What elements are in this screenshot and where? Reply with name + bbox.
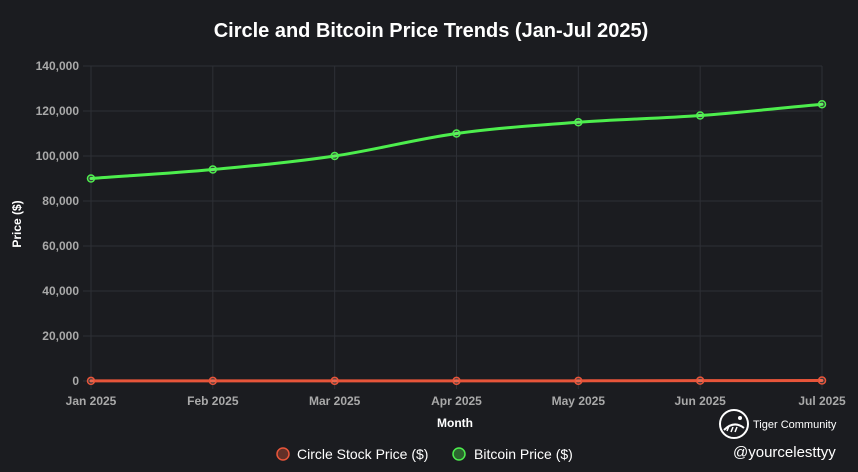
data-point-series-1[interactable]: [86, 174, 96, 183]
y-tick-label: 120,000: [36, 104, 80, 118]
x-tick-label: Apr 2025: [431, 394, 482, 408]
data-point-series-1[interactable]: [208, 165, 218, 174]
data-point-series-0[interactable]: [817, 376, 827, 385]
data-point-series-1[interactable]: [695, 111, 705, 120]
legend-label-bitcoin: Bitcoin Price ($): [474, 446, 573, 462]
x-tick-label: Jan 2025: [66, 394, 117, 408]
series-lines: [86, 100, 827, 386]
y-axis-title: Price ($): [10, 200, 24, 247]
x-tick-label: Feb 2025: [187, 394, 239, 408]
tiger-logo-icon: [719, 409, 749, 439]
legend-label-circle: Circle Stock Price ($): [297, 446, 428, 462]
watermark-handle: @yourcelesttyy: [733, 444, 836, 461]
x-tick-label: Jul 2025: [798, 394, 846, 408]
data-point-series-0[interactable]: [452, 376, 461, 386]
y-axis-tick-labels: 0 20,000 40,000 60,000 80,000 100,000 120,000 1…: [36, 59, 80, 388]
data-point-series-1[interactable]: [330, 151, 339, 161]
x-axis-title: Month: [437, 416, 473, 430]
x-axis-tick-labels: Jan 2025 Feb 2025 Mar 2025 Apr 2025 May 2025…: [66, 394, 846, 408]
y-tick-label: 100,000: [36, 149, 80, 163]
chart-title: Circle and Bitcoin Price Trends (Jan-Jul…: [214, 20, 649, 42]
data-point-series-0[interactable]: [208, 376, 218, 386]
watermark: Tiger Community @yourcelesttyy: [719, 409, 837, 461]
data-point-series-1[interactable]: [817, 100, 827, 109]
y-tick-label: 0: [72, 374, 79, 388]
y-tick-label: 60,000: [42, 239, 79, 253]
data-point-series-1[interactable]: [452, 129, 461, 138]
data-point-series-0[interactable]: [574, 376, 583, 386]
x-tick-label: May 2025: [552, 394, 606, 408]
y-tick-label: 20,000: [42, 329, 79, 343]
legend-item-circle[interactable]: Circle Stock Price ($): [276, 446, 428, 462]
legend-marker-bitcoin: [452, 447, 466, 461]
legend-marker-circle: [276, 447, 290, 461]
y-tick-label: 80,000: [42, 194, 79, 208]
series-line-1: [89, 102, 824, 180]
grid-lines: [83, 65, 823, 389]
x-tick-label: Mar 2025: [309, 394, 361, 408]
y-tick-label: 40,000: [42, 284, 79, 298]
legend-item-bitcoin[interactable]: Bitcoin Price ($): [452, 446, 573, 462]
watermark-brand: Tiger Community: [753, 419, 837, 431]
data-point-series-0[interactable]: [695, 376, 705, 385]
y-tick-label: 140,000: [36, 59, 80, 73]
x-tick-label: Jun 2025: [674, 394, 726, 408]
data-point-series-0[interactable]: [330, 376, 339, 386]
data-point-series-1[interactable]: [574, 118, 583, 127]
legend: Circle Stock Price ($) Bitcoin Price ($): [276, 446, 573, 462]
data-point-series-0[interactable]: [86, 376, 96, 386]
